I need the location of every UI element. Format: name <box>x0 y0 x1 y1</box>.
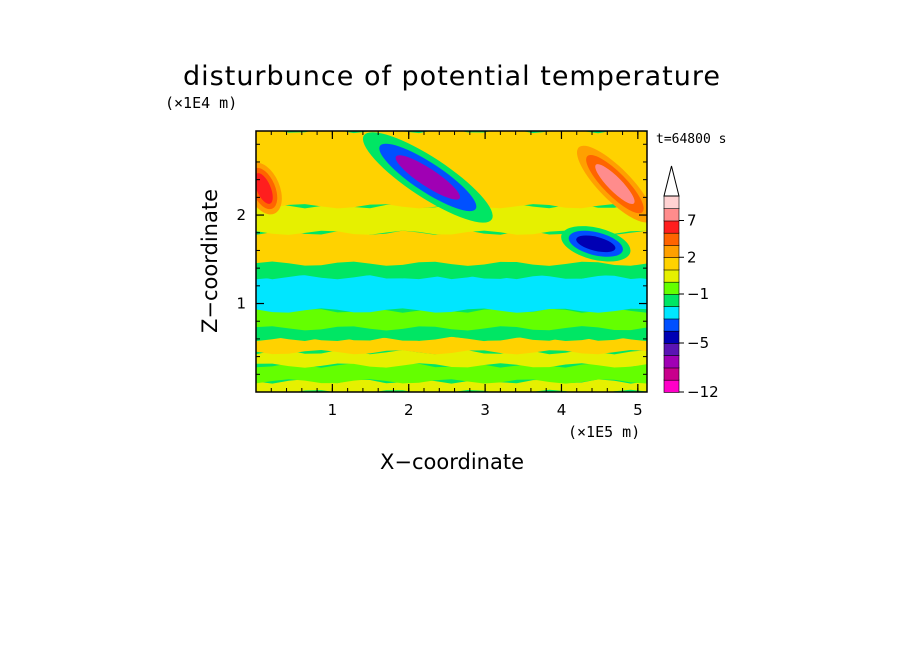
x-axis-label: X−coordinate <box>380 450 524 474</box>
colorbar-label: 2 <box>687 248 697 266</box>
z-axis-label: Z−coordinate <box>198 189 222 333</box>
colorbar-extend-arrow <box>663 165 680 197</box>
plot-frame <box>255 130 648 393</box>
z-tick-label: 2 <box>236 206 246 224</box>
colorbar-swatch <box>663 379 680 393</box>
z-unit-label: (×1E4 m) <box>165 94 237 112</box>
field-band <box>256 336 647 355</box>
field-band <box>256 204 647 235</box>
colorbar-swatch <box>663 354 680 369</box>
colorbar-swatch <box>663 220 680 234</box>
colorbar-swatch <box>663 330 680 344</box>
colorbar-label: 7 <box>687 212 697 230</box>
field-band <box>256 350 647 368</box>
warm-anomaly <box>256 173 273 204</box>
colorbar-swatch <box>663 318 680 332</box>
field-band <box>256 363 647 384</box>
field-band <box>256 230 647 266</box>
colorbar-swatch <box>663 281 680 295</box>
colorbar-swatch <box>663 244 680 258</box>
field-bands <box>256 131 647 392</box>
field-band <box>256 308 647 331</box>
x-tick-label: 4 <box>557 401 567 419</box>
chart-title: disturbunce of potential temperature <box>183 61 721 92</box>
contour-field <box>256 131 647 392</box>
colorbar-swatch <box>663 342 680 356</box>
field-band <box>256 274 647 313</box>
warm-anomaly <box>595 164 635 205</box>
colorbar-label: −12 <box>687 383 719 401</box>
field-features <box>256 132 647 262</box>
colorbar-label: −1 <box>687 285 709 303</box>
colorbar-swatch <box>663 367 680 381</box>
x-tick-label: 1 <box>328 401 338 419</box>
colorbar-swatch <box>663 269 680 283</box>
field-band <box>256 261 647 280</box>
cold-anomaly <box>395 155 461 200</box>
colorbar-swatch <box>663 232 680 246</box>
x-tick-label: 2 <box>404 401 414 419</box>
z-axis: 12 <box>236 143 647 375</box>
x-unit-label: (×1E5 m) <box>568 423 640 441</box>
x-tick-label: 5 <box>633 401 643 419</box>
z-tick-label: 1 <box>236 295 246 313</box>
colorbar-swatch <box>663 195 680 209</box>
colorbar-swatch <box>663 293 680 307</box>
x-axis: 1 2 3 4 5 <box>270 131 643 419</box>
cold-anomaly <box>576 235 616 253</box>
colorbar-swatch <box>663 208 680 222</box>
field-band <box>256 379 647 392</box>
colorbar-swatch <box>663 256 680 271</box>
colorbar-swatch <box>663 305 680 320</box>
colorbar-label: −5 <box>687 334 709 352</box>
time-label: t=64800 s <box>656 132 726 147</box>
colorbar: −12−5−127 <box>663 165 719 401</box>
x-tick-label: 3 <box>480 401 490 419</box>
